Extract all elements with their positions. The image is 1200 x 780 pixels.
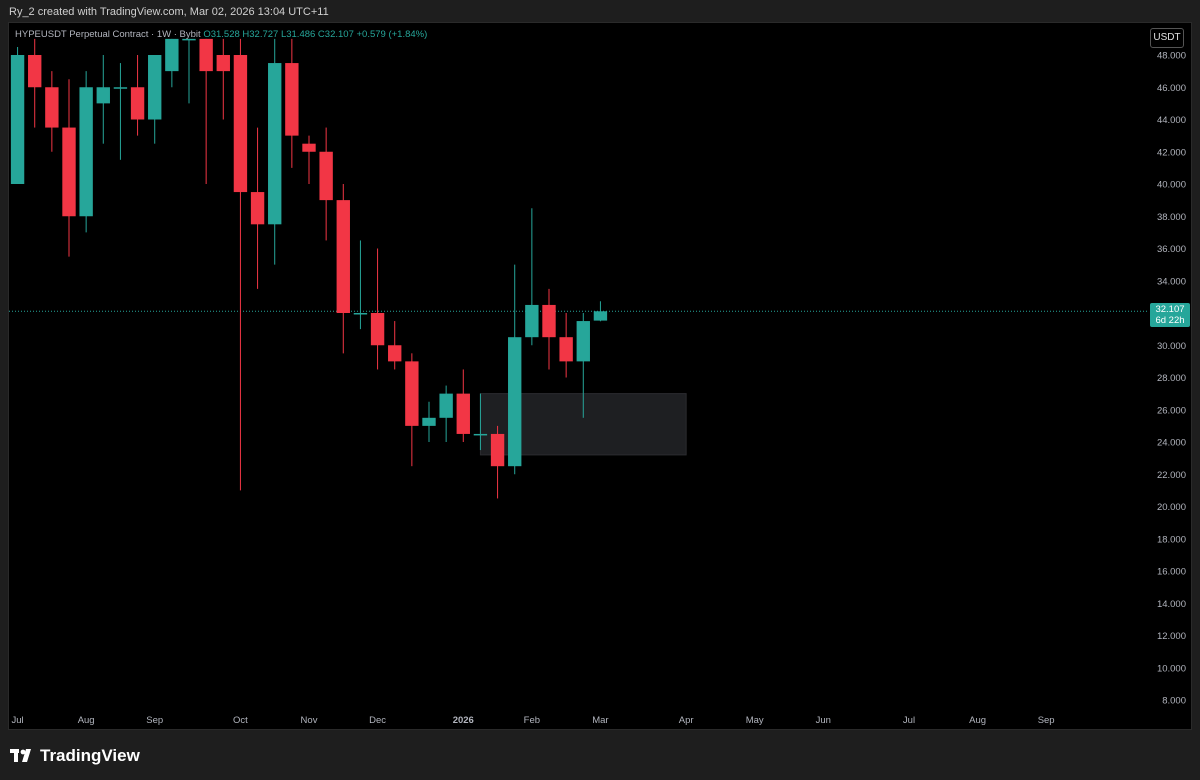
y-tick-label: 12.000: [1157, 631, 1186, 642]
symbol-title[interactable]: HYPEUSDT Perpetual Contract · 1W · Bybit: [15, 29, 201, 40]
x-tick-label: Sep: [1038, 715, 1055, 726]
candle-up: [525, 304, 539, 338]
candle-down: [388, 345, 402, 362]
y-tick-label: 40.000: [1157, 180, 1186, 191]
y-tick-label: 34.000: [1157, 276, 1186, 287]
candle-down: [28, 55, 42, 88]
x-tick-label: Jun: [816, 715, 831, 726]
candle-up: [422, 417, 436, 426]
candle-up: [79, 87, 93, 217]
candle-down: [370, 313, 385, 346]
y-tick-label: 48.000: [1157, 51, 1186, 62]
candle-down: [559, 337, 573, 362]
x-tick-label: Aug: [78, 715, 95, 726]
x-tick-label: Sep: [146, 715, 163, 726]
y-tick-label: 44.000: [1157, 115, 1186, 126]
x-tick-label: Aug: [969, 715, 986, 726]
candle-up: [576, 321, 590, 362]
candle-down: [233, 55, 248, 193]
y-tick-label: 14.000: [1157, 599, 1186, 610]
y-tick-label: 38.000: [1157, 212, 1186, 223]
candlestick-chart[interactable]: 48.000 46.000 44.000 42.000 40.000 38.000 36.0…: [9, 23, 1193, 731]
last-price-tag: 32.107 6d 22h: [1150, 303, 1190, 327]
y-tick-label: 20.000: [1157, 502, 1186, 513]
x-tick-label: Jul: [903, 715, 915, 726]
candle-down: [336, 200, 350, 313]
x-tick-label: 2026: [453, 715, 474, 726]
candle-down: [216, 55, 230, 72]
x-tick-label: Dec: [369, 715, 386, 726]
chart-caption: Ry_2 created with TradingView.com, Mar 0…: [9, 6, 329, 18]
last-price-value: 32.107: [1155, 304, 1185, 315]
y-tick-label: 36.000: [1157, 244, 1186, 255]
candle-down: [62, 127, 76, 217]
candle-up: [473, 433, 488, 436]
candle-up: [148, 55, 162, 120]
x-tick-label: Apr: [679, 715, 694, 726]
x-tick-label: Feb: [524, 715, 540, 726]
candle-down: [199, 38, 213, 72]
currency-button[interactable]: USDT: [1150, 28, 1184, 48]
chart-frame[interactable]: 48.000 46.000 44.000 42.000 40.000 38.000 36.0…: [8, 22, 1192, 730]
y-tick-label: 30.000: [1157, 341, 1186, 352]
candle-up: [113, 87, 128, 89]
y-tick-label: 26.000: [1157, 405, 1186, 416]
candle-down: [456, 393, 470, 434]
candle-down: [490, 433, 505, 467]
y-tick-label: 16.000: [1157, 567, 1186, 578]
candle-down: [45, 87, 59, 128]
y-tick-label: 28.000: [1157, 373, 1186, 384]
y-tick-label: 24.000: [1157, 438, 1186, 449]
x-tick-label: May: [746, 715, 764, 726]
candle-down: [130, 87, 145, 120]
candle-down: [542, 304, 556, 338]
y-tick-label: 42.000: [1157, 147, 1186, 158]
y-tick-label: 22.000: [1157, 470, 1186, 481]
candle-down: [302, 143, 316, 152]
tradingview-logo[interactable]: TradingView: [10, 745, 140, 767]
candle-up: [165, 38, 179, 72]
candle-up: [96, 87, 110, 104]
bar-countdown: 6d 22h: [1155, 315, 1185, 326]
ohlc-values: O31.528 H32.727 L31.486 C32.107 +0.579 (…: [203, 29, 428, 40]
candle-up: [182, 38, 196, 41]
candle-down: [405, 361, 419, 426]
y-tick-label: 18.000: [1157, 534, 1186, 545]
candle-up: [268, 63, 282, 225]
x-tick-label: Oct: [233, 715, 248, 726]
candle-up: [508, 337, 522, 467]
tradingview-logo-icon: [10, 749, 31, 762]
candle-up: [10, 55, 25, 184]
candle-down: [285, 63, 299, 136]
x-tick-label: Jul: [11, 715, 23, 726]
candle-down: [319, 151, 333, 201]
candle-up: [593, 311, 608, 321]
x-tick-label: Nov: [301, 715, 318, 726]
symbol-legend[interactable]: HYPEUSDT Perpetual Contract · 1W · Bybit…: [15, 29, 427, 40]
candle-up: [353, 313, 368, 315]
brand-name: TradingView: [40, 746, 140, 765]
y-tick-label: 46.000: [1157, 83, 1186, 94]
y-tick-label: 10.000: [1157, 663, 1186, 674]
x-tick-label: Mar: [592, 715, 608, 726]
y-tick-label: 8.000: [1162, 696, 1186, 707]
candle-up: [439, 393, 453, 418]
candle-down: [250, 192, 265, 225]
